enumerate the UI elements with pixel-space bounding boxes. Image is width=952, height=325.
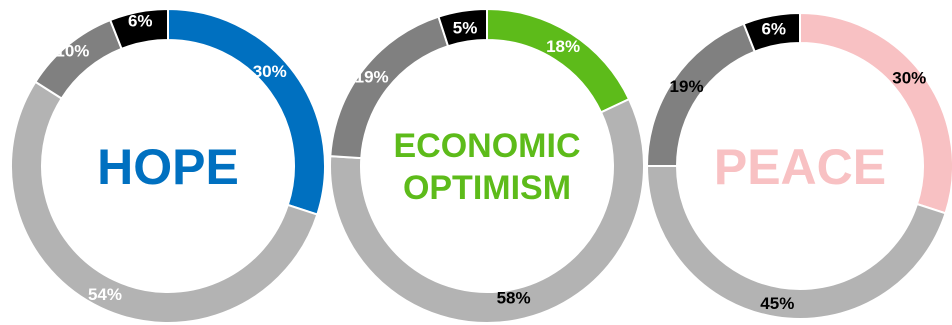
donut-chart-1: 30% 54% 10% 6% HOPE: [10, 7, 326, 324]
donut-slice: [108, 7, 169, 51]
slice-percent-label: 30%: [253, 62, 287, 81]
donut-chart-3: 30% 45% 19% 6% PEACE: [645, 11, 952, 320]
slice-percent-label: 54%: [88, 285, 122, 304]
donut-slice: [437, 7, 488, 48]
donut-center-label: HOPE: [97, 139, 239, 195]
slice-percent-label: 6%: [128, 12, 153, 31]
donut-slice: [486, 7, 631, 114]
donut-chart-2: 18% 58% 19% 5% ECONOMIC OPTIMISM: [329, 7, 645, 324]
slice-percent-label: 58%: [497, 288, 531, 307]
slice-percent-label: 6%: [761, 19, 786, 38]
donut-slice: [742, 11, 801, 53]
donut-center-label: OPTIMISM: [403, 169, 571, 207]
slice-percent-label: 19%: [670, 77, 704, 96]
slice-percent-label: 19%: [355, 68, 389, 87]
donut-center-label: ECONOMIC: [394, 127, 581, 165]
slice-percent-label: 30%: [892, 69, 926, 88]
slice-percent-label: 5%: [453, 19, 478, 38]
donut-center-label: PEACE: [714, 139, 886, 195]
slice-percent-label: 45%: [760, 294, 794, 313]
slice-percent-label: 10%: [55, 41, 89, 60]
donut-slice: [10, 80, 319, 324]
donut-slice: [329, 97, 645, 324]
slice-percent-label: 18%: [546, 37, 580, 56]
